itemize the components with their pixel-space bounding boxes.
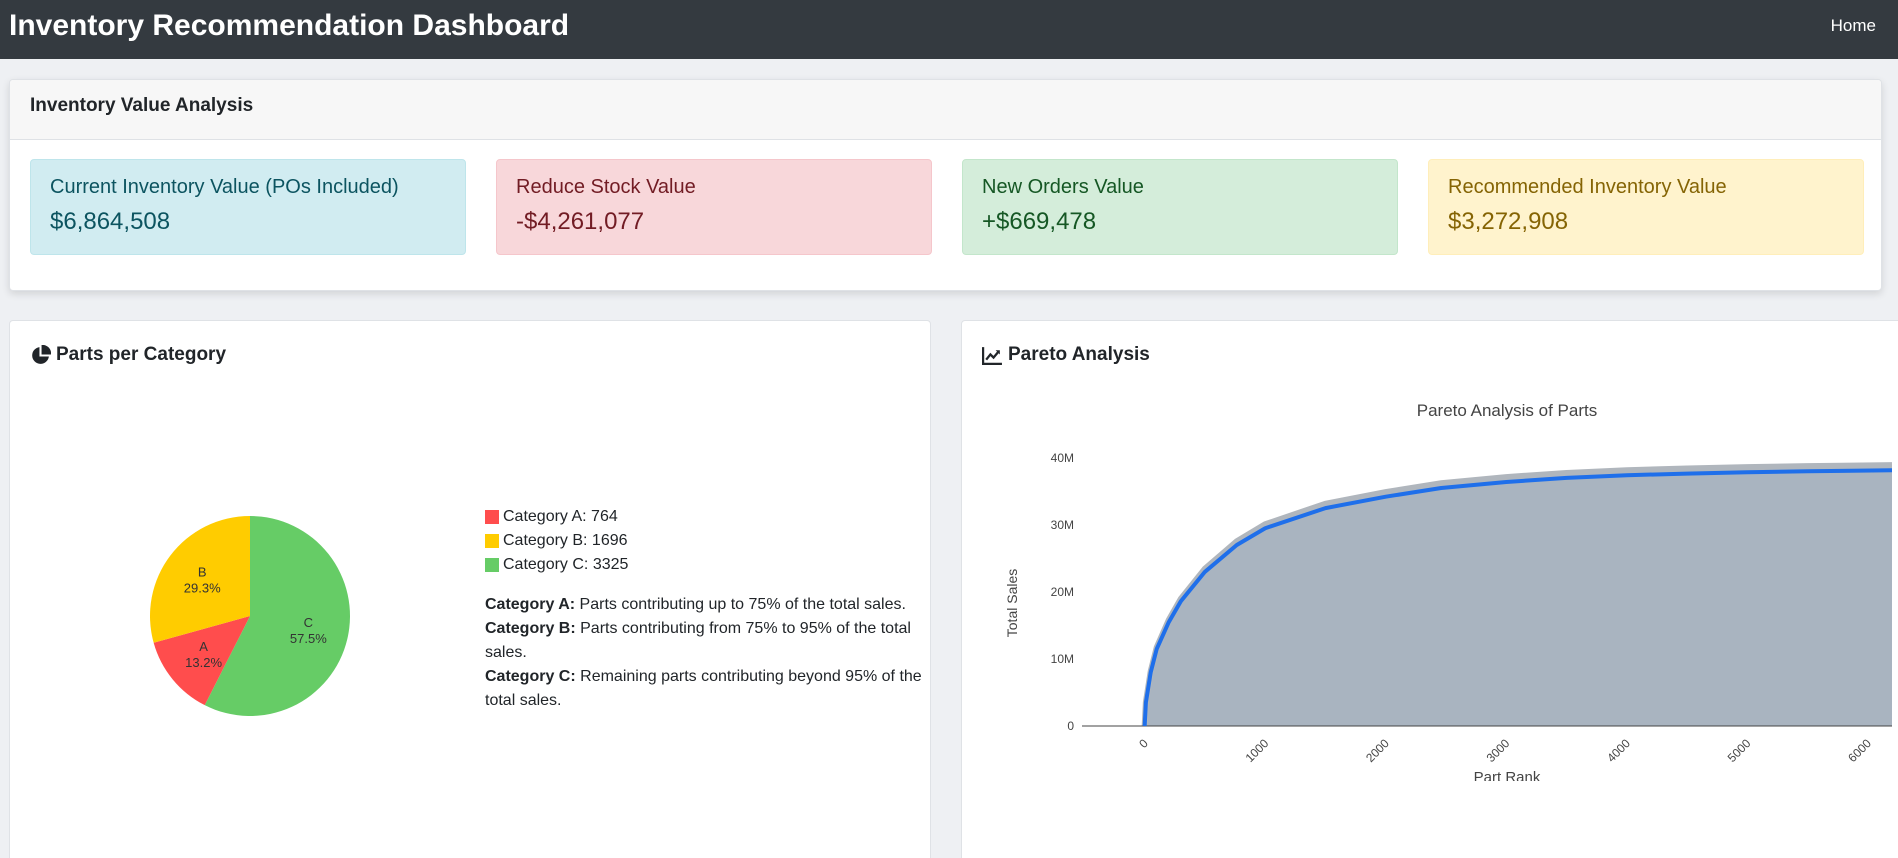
app-title: Inventory Recommendation Dashboard xyxy=(9,9,570,42)
category-a-label: Category A: xyxy=(485,596,576,613)
pareto-y-tick: 20M xyxy=(1051,585,1074,599)
reduce-stock-box xyxy=(496,159,932,255)
line-chart-icon xyxy=(982,347,1002,366)
current-inventory-value: $6,864,508 xyxy=(50,208,171,235)
parts-per-category-title: Parts per Category xyxy=(56,344,227,365)
pareto-cumulative-line xyxy=(1142,468,1892,727)
recommended-inventory-value: $3,272,908 xyxy=(1448,208,1569,235)
legend-text-c: Category C: 3325 xyxy=(503,556,629,573)
parts-per-category-card: Parts per Category C 57.5% A 13.2% B 29.3% Ca… xyxy=(9,320,931,858)
pie-percent-b: 29.3% xyxy=(184,581,221,596)
legend-swatch-c xyxy=(485,558,499,572)
category-c-text: Remaining parts contributing beyond 95% … xyxy=(485,668,922,709)
pareto-x-tick: 3000 xyxy=(1484,736,1513,765)
current-inventory-box xyxy=(30,159,466,255)
inventory-value-card: Inventory Value Analysis Current Invento… xyxy=(9,79,1882,291)
pareto-y-tick: 10M xyxy=(1051,652,1074,666)
pie-slice-a xyxy=(153,616,250,706)
reduce-stock-label: Reduce Stock Value xyxy=(516,176,696,198)
pareto-x-tick: 4000 xyxy=(1604,736,1633,765)
pareto-area xyxy=(1144,467,1892,726)
category-b-label: Category B: xyxy=(485,620,576,637)
pareto-analysis-title: Pareto Analysis xyxy=(1008,344,1150,365)
pareto-x-tick: 1000 xyxy=(1243,736,1272,765)
pareto-x-axis-label: Part Rank xyxy=(1474,769,1541,781)
category-c-label: Category C: xyxy=(485,668,576,685)
pareto-x-tick: 0 xyxy=(1136,736,1151,751)
navbar: Inventory Recommendation Dashboard Home xyxy=(0,0,1898,59)
new-orders-value: +$669,478 xyxy=(982,208,1097,235)
home-link[interactable]: Home xyxy=(1830,16,1876,35)
pie-label-c: C xyxy=(304,615,313,630)
category-pie-chart: C57.5% A13.2% B29.3% xyxy=(150,516,351,716)
pareto-chart-title: Pareto Analysis of Parts xyxy=(1417,401,1597,420)
category-b-text: Parts contributing from 75% to 95% of th… xyxy=(485,620,911,661)
new-orders-box xyxy=(962,159,1398,255)
new-orders-label: New Orders Value xyxy=(982,176,1144,198)
pie-chart-icon xyxy=(32,345,51,364)
pie-label-b: B xyxy=(198,565,207,580)
pie-slice-b xyxy=(150,516,250,643)
pie-slice-c xyxy=(204,516,351,716)
inventory-value-title: Inventory Value Analysis xyxy=(30,95,254,116)
pareto-x-tick: 2000 xyxy=(1363,736,1392,765)
pareto-y-tick: 40M xyxy=(1051,451,1074,465)
pie-percent-a: 13.2% xyxy=(185,655,222,670)
pie-percent-c: 57.5% xyxy=(290,631,327,646)
legend-swatch-b xyxy=(485,534,499,548)
pareto-y-axis-label: Total Sales xyxy=(1004,569,1020,637)
pareto-analysis-card: Pareto Analysis Pareto Analysis of Parts… xyxy=(961,320,1898,858)
category-c-description: Category C: Remaining parts contributing… xyxy=(485,665,925,713)
recommended-inventory-label: Recommended Inventory Value xyxy=(1448,176,1727,198)
legend-swatch-a xyxy=(485,510,499,524)
pareto-x-tick: 5000 xyxy=(1725,736,1754,765)
reduce-stock-value: -$4,261,077 xyxy=(516,208,645,235)
recommended-inventory-box xyxy=(1428,159,1864,255)
pareto-y-tick: 0 xyxy=(1067,719,1074,733)
legend-text-a: Category A: 764 xyxy=(503,508,618,525)
card-header: Inventory Value Analysis xyxy=(10,80,1881,140)
legend-text-b: Category B: 1696 xyxy=(503,532,628,549)
pie-label-a: A xyxy=(199,639,208,654)
current-inventory-label: Current Inventory Value (POs Included) xyxy=(50,176,399,198)
category-b-description: Category B: Parts contributing from 75% … xyxy=(485,617,925,665)
pareto-y-tick: 30M xyxy=(1051,518,1074,532)
category-a-text: Parts contributing up to 75% of the tota… xyxy=(575,596,906,613)
category-a-description: Category A: Parts contributing up to 75%… xyxy=(485,593,925,617)
pareto-x-tick: 6000 xyxy=(1845,736,1874,765)
pareto-chart: Pareto Analysis of Parts Part Rank Total… xyxy=(1004,401,1892,781)
